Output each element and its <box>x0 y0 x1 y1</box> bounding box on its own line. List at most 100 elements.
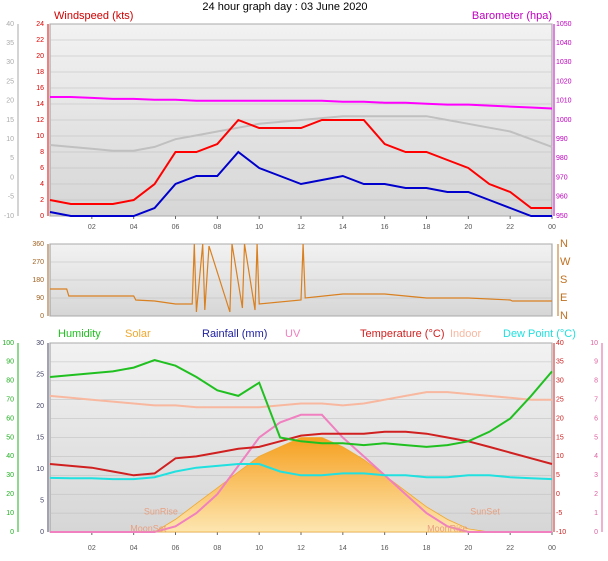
line <box>49 463 553 481</box>
legend-label: Rainfall (mm) <box>202 328 267 340</box>
x-tick-label: 10 <box>255 545 263 552</box>
tick-label: 15 <box>6 117 14 124</box>
tick-label: 5 <box>10 155 14 162</box>
x-tick-label: 04 <box>130 224 138 231</box>
line <box>50 413 552 533</box>
annotation: MoonRise <box>427 523 468 533</box>
tick-label: E <box>560 292 567 304</box>
tick-label: 970 <box>556 174 568 181</box>
legend-label: Temperature (°C) <box>360 328 444 340</box>
tick-label: 25 <box>36 371 44 378</box>
tick-label: 1050 <box>556 21 572 28</box>
tick-label: 35 <box>556 359 564 366</box>
tick-label: 14 <box>36 101 44 108</box>
tick-label: 5 <box>40 497 44 504</box>
tick-label: 24 <box>36 21 44 28</box>
annotation: SunRise <box>144 506 178 516</box>
tick-label: S <box>560 274 567 286</box>
tick-label: W <box>560 256 571 268</box>
tick-label: 90 <box>36 295 44 302</box>
x-tick-label: 22 <box>506 224 514 231</box>
tick-label: 1010 <box>556 98 572 105</box>
line <box>49 150 552 217</box>
tick-label: 18 <box>36 69 44 76</box>
page-title: 24 hour graph day : 03 June 2020 <box>202 1 367 13</box>
x-tick-label: 18 <box>423 224 431 231</box>
tick-label: 22 <box>36 37 44 44</box>
tick-label: 7 <box>594 397 598 404</box>
tick-label: 0 <box>40 529 44 536</box>
x-tick-label: 16 <box>381 224 389 231</box>
x-tick-label: 14 <box>339 545 347 552</box>
tick-label: N <box>560 238 568 250</box>
tick-label: 5 <box>594 434 598 441</box>
x-tick-label: 20 <box>464 545 472 552</box>
tick-label: 360 <box>32 241 44 248</box>
line <box>50 243 552 313</box>
tick-label: 8 <box>594 378 598 385</box>
tick-label: 30 <box>6 59 14 66</box>
tick-label: 1040 <box>556 40 572 47</box>
tick-label: 20 <box>556 415 564 422</box>
tick-label: 960 <box>556 194 568 201</box>
line <box>50 96 553 110</box>
tick-label: 950 <box>556 213 568 220</box>
tick-label: N <box>560 310 568 322</box>
tick-label: 10 <box>36 466 44 473</box>
tick-label: 40 <box>6 21 14 28</box>
tick-label: 6 <box>40 165 44 172</box>
x-tick-label: 10 <box>255 224 263 231</box>
axis-title: Barometer (hpa) <box>472 10 552 22</box>
tick-label: 1 <box>594 510 598 517</box>
line <box>49 118 552 209</box>
tick-label: 10 <box>590 340 598 347</box>
x-tick-label: 02 <box>88 545 96 552</box>
line <box>49 391 552 409</box>
tick-label: 2 <box>40 197 44 204</box>
tick-label: -5 <box>556 510 562 517</box>
tick-label: 1000 <box>556 117 572 124</box>
tick-label: 180 <box>32 277 44 284</box>
tick-label: 10 <box>556 453 564 460</box>
x-tick-label: 18 <box>423 545 431 552</box>
tick-label: 15 <box>36 434 44 441</box>
tick-label: 9 <box>594 359 598 366</box>
tick-label: 40 <box>6 453 14 460</box>
tick-label: -10 <box>556 529 566 536</box>
x-tick-label: 12 <box>297 224 305 231</box>
x-tick-label: 06 <box>172 545 180 552</box>
tick-label: 0 <box>594 529 598 536</box>
x-tick-label: 08 <box>213 545 221 552</box>
tick-label: 6 <box>594 415 598 422</box>
x-tick-label: 06 <box>172 224 180 231</box>
axis-title: Windspeed (kts) <box>54 10 133 22</box>
tick-label: 30 <box>36 340 44 347</box>
tick-label: 270 <box>32 259 44 266</box>
tick-label: 4 <box>594 453 598 460</box>
tick-label: 100 <box>2 340 14 347</box>
tick-label: 15 <box>556 434 564 441</box>
legend-label: UV <box>285 328 301 340</box>
tick-label: 50 <box>6 434 14 441</box>
tick-label: -10 <box>4 213 14 220</box>
tick-label: 10 <box>6 136 14 143</box>
tick-label: 0 <box>40 313 44 320</box>
legend-label: Dew Point (°C) <box>503 328 576 340</box>
tick-label: 1030 <box>556 59 572 66</box>
tick-label: 980 <box>556 155 568 162</box>
tick-label: 1020 <box>556 78 572 85</box>
x-tick-label: 14 <box>339 224 347 231</box>
tick-label: 2 <box>594 491 598 498</box>
tick-label: 80 <box>6 378 14 385</box>
x-tick-label: 12 <box>297 545 305 552</box>
tick-label: 16 <box>36 85 44 92</box>
tick-label: 0 <box>10 529 14 536</box>
tick-label: 4 <box>40 181 44 188</box>
x-tick-label: 00 <box>548 224 556 231</box>
tick-label: 0 <box>10 174 14 181</box>
x-tick-label: 08 <box>213 224 221 231</box>
annotation: MoonSet <box>130 523 167 533</box>
legend-label: Solar <box>125 328 151 340</box>
tick-label: -5 <box>8 194 14 201</box>
